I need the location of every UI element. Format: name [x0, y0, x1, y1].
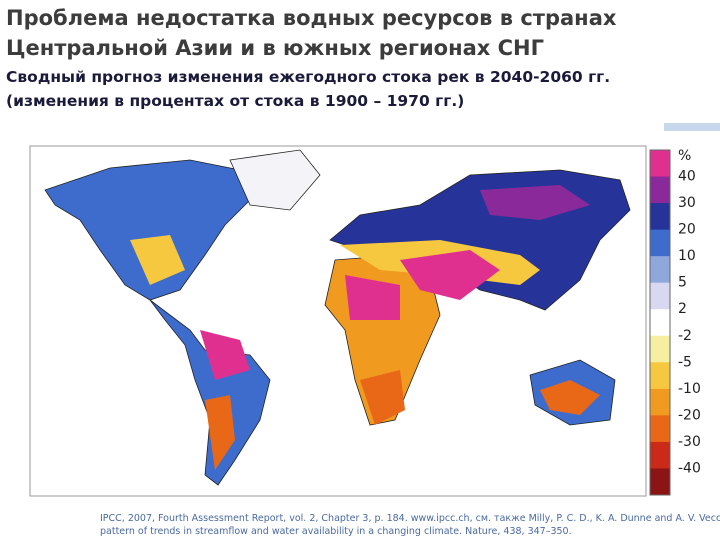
- subtitle-line: (изменения в процентах от стока в 1900 –…: [6, 92, 465, 110]
- legend-swatch: [650, 282, 670, 310]
- legend-label: 2: [678, 301, 687, 317]
- legend-label: 5: [678, 275, 687, 291]
- legend-border: [649, 149, 671, 496]
- subtitle-line: Сводный прогноз изменения ежегодного сто…: [6, 68, 611, 86]
- legend-swatch: [650, 203, 670, 231]
- legend-label: -10: [678, 381, 701, 397]
- legend-swatch: [650, 176, 670, 204]
- world-map: [44, 149, 631, 486]
- legend-swatch: [650, 415, 670, 443]
- legend-unit: %: [678, 148, 691, 164]
- title-line: Центральной Азии и в южных регионах СНГ: [6, 36, 545, 60]
- legend-swatch: [650, 388, 670, 416]
- legend-swatch: [650, 229, 670, 257]
- legend-label: -30: [678, 434, 701, 450]
- source-line: IPCC, 2007, Fourth Assessment Report, vo…: [100, 513, 720, 524]
- legend-label: -2: [678, 328, 692, 344]
- legend-label: -40: [678, 460, 701, 476]
- legend-label: 40: [678, 169, 696, 185]
- legend: % 40 30 20 10 5 2 -2 -5 -10 -20 -30 -40: [649, 148, 701, 496]
- legend-swatch: [650, 441, 670, 469]
- legend-label: 30: [678, 195, 696, 211]
- legend-label: -5: [678, 354, 692, 370]
- legend-swatch: [650, 309, 670, 337]
- legend-label: 20: [678, 222, 696, 238]
- legend-swatch: [650, 150, 670, 178]
- legend-swatch: [650, 256, 670, 284]
- deco-bar: [664, 123, 720, 131]
- legend-swatch: [650, 335, 670, 363]
- legend-label: 10: [678, 248, 696, 264]
- legend-swatch: [650, 468, 670, 496]
- legend-label: -20: [678, 407, 701, 423]
- legend-swatch: [650, 362, 670, 390]
- source-line: pattern of trends in streamflow and wate…: [100, 526, 572, 537]
- title-line: Проблема недостатка водных ресурсов в ст…: [6, 6, 617, 30]
